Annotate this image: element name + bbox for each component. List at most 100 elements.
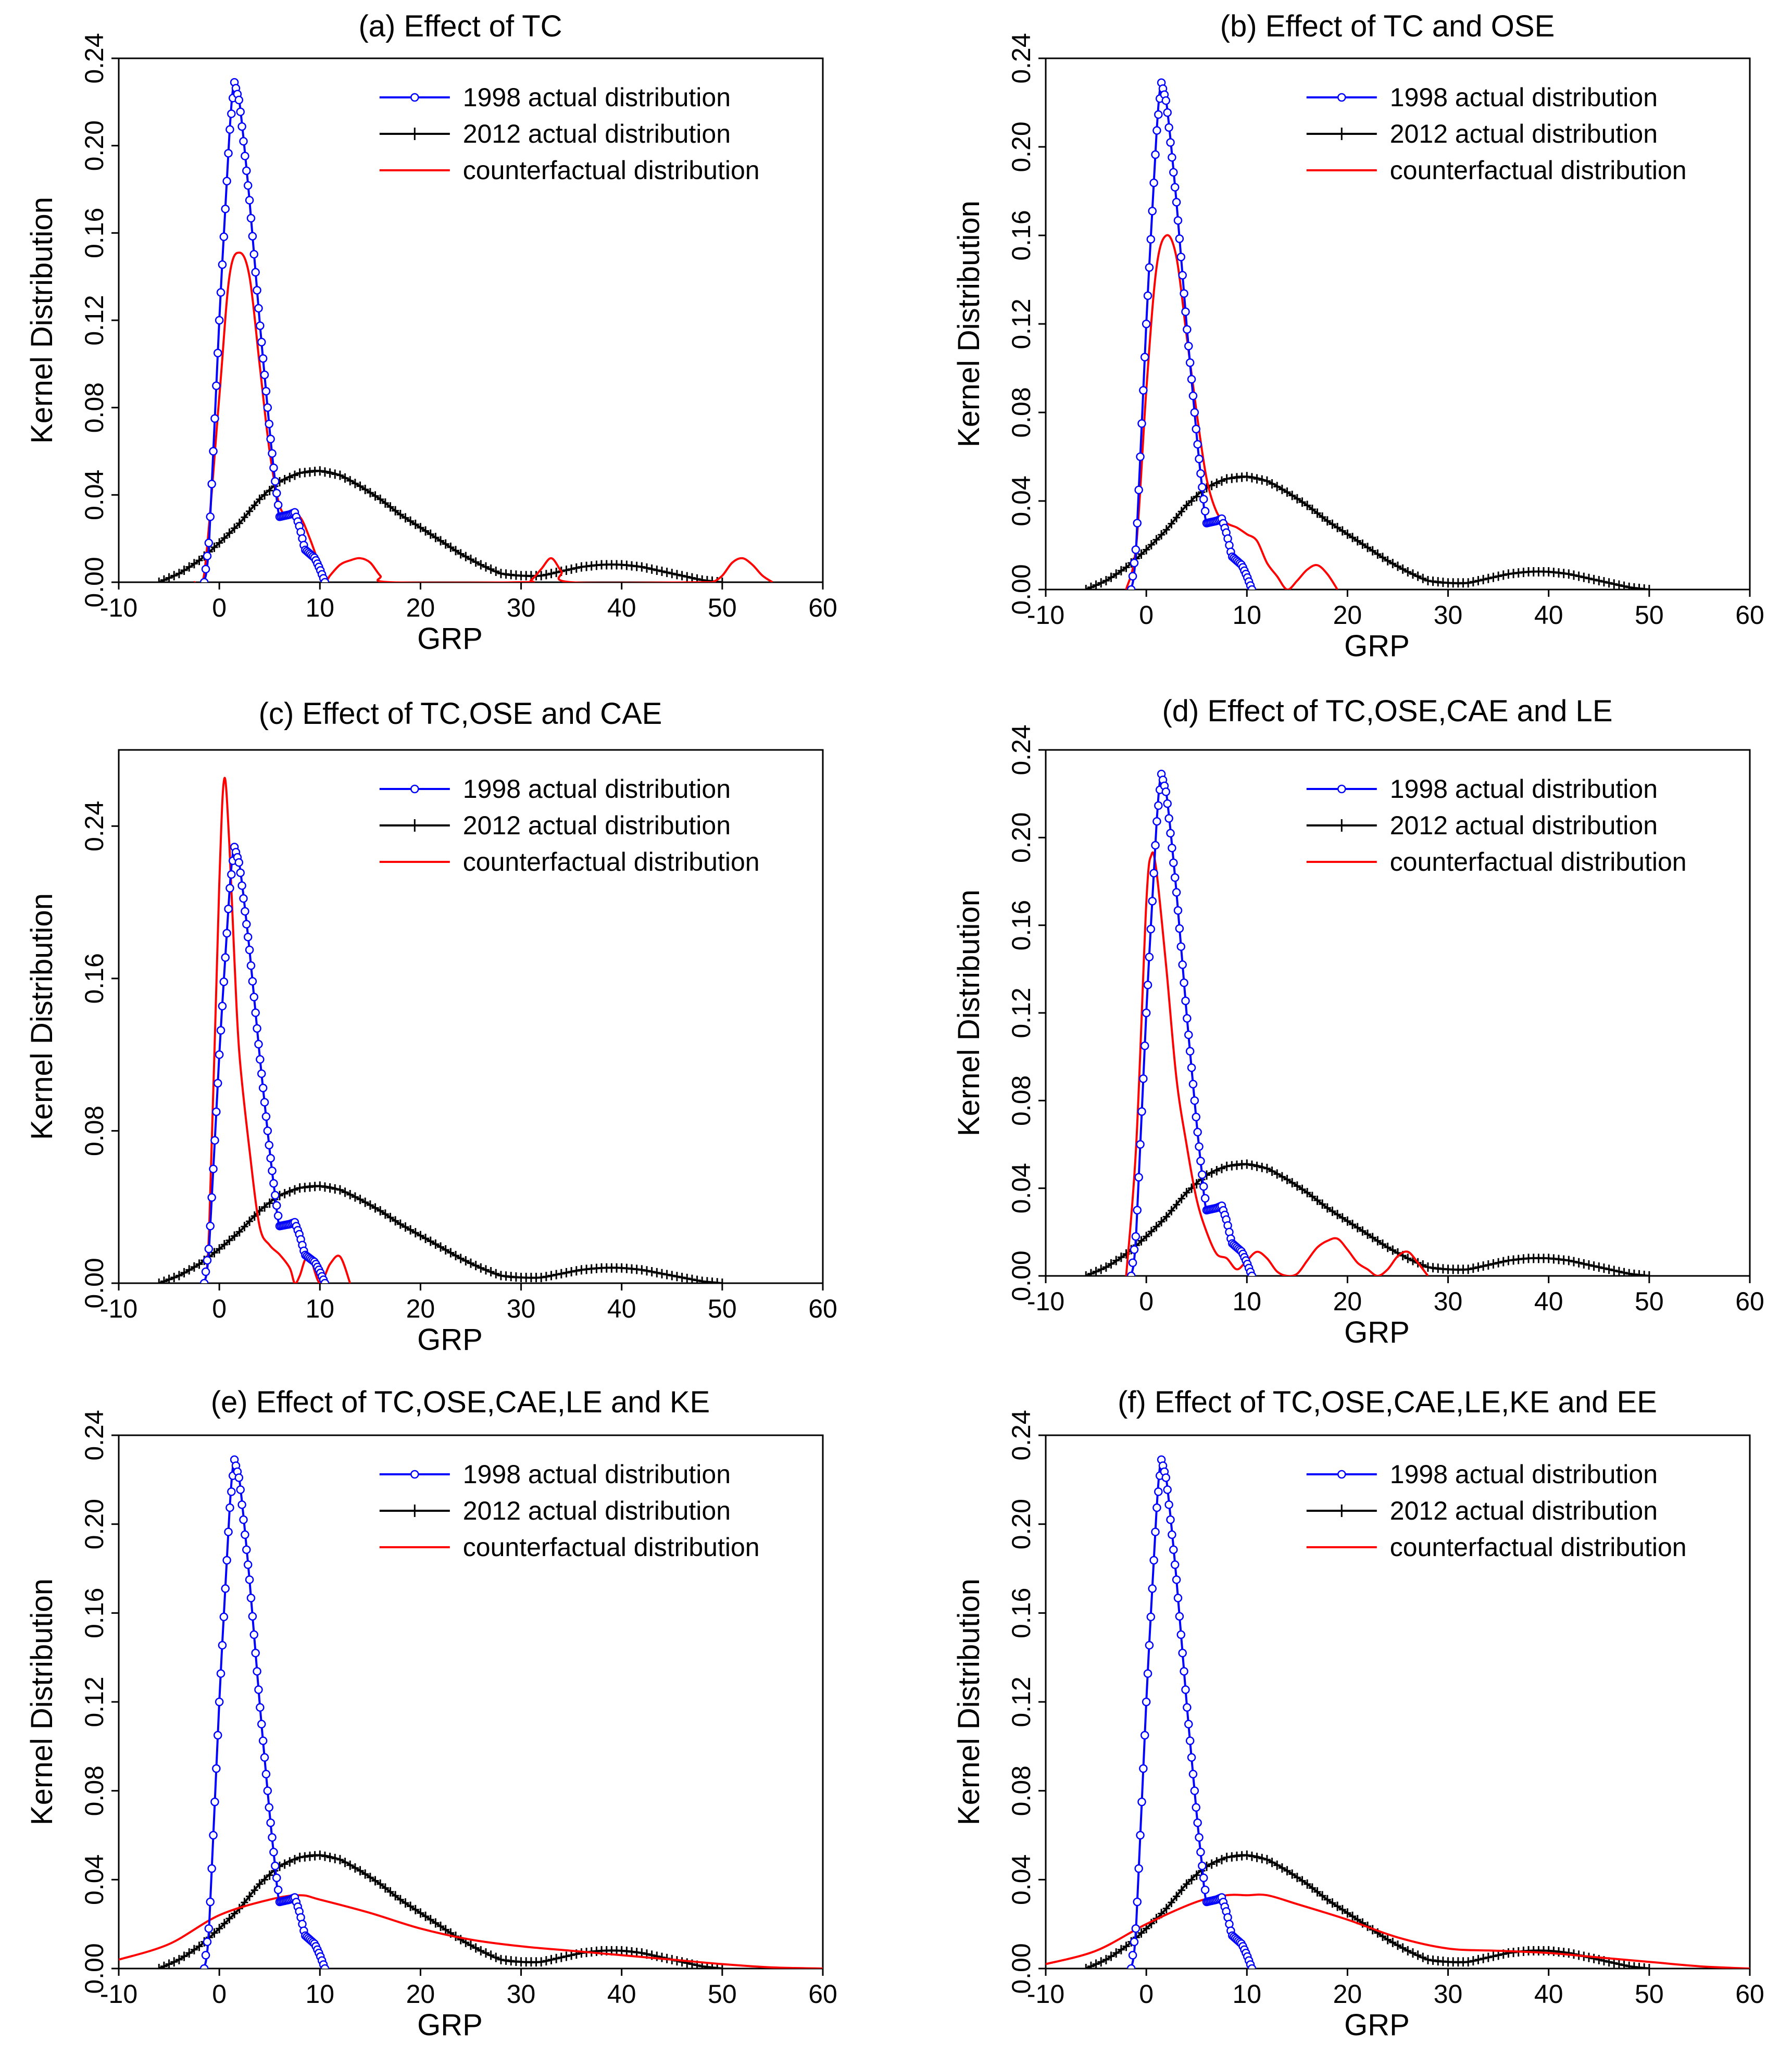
y-tick-label: 0.20 — [80, 1499, 109, 1549]
series-1998-marker — [1152, 817, 1161, 826]
series-2012-marker — [1097, 1264, 1105, 1274]
series-1998-marker — [215, 1697, 224, 1707]
series-2012-marker — [1183, 1188, 1191, 1198]
plot-area — [1046, 1455, 1750, 1969]
y-tick-label: 0.00 — [80, 557, 109, 607]
series-2012-marker — [568, 1267, 575, 1277]
series-1998-marker — [1184, 1030, 1193, 1039]
series-2012-marker — [1409, 569, 1417, 579]
series-2012-marker — [537, 1957, 545, 1967]
series-2012-marker — [210, 1248, 218, 1258]
series-1998-marker — [1146, 1612, 1156, 1622]
y-tick-label: 0.24 — [80, 801, 109, 851]
series-2012-marker — [1268, 1858, 1276, 1868]
series-1998-marker — [1175, 234, 1184, 243]
series-2012-marker — [341, 473, 349, 483]
series-2012-marker — [442, 1245, 449, 1255]
series-2012-marker — [1122, 1941, 1130, 1951]
series-2012-marker — [653, 1951, 661, 1961]
series-2012-marker — [1308, 504, 1316, 514]
series-2012-marker — [1107, 572, 1115, 582]
legend-label: counterfactual distribution — [463, 156, 760, 185]
series-1998-marker — [1142, 1697, 1151, 1707]
series-1998-marker — [258, 1083, 268, 1093]
series-1998-marker — [1161, 787, 1171, 796]
series-2012-marker — [386, 1212, 394, 1222]
series-1998-marker — [1180, 978, 1188, 987]
series-2012-marker — [1610, 579, 1618, 589]
plot-area — [1082, 78, 1653, 590]
series-1998-marker — [207, 480, 216, 488]
series-1998-marker — [237, 122, 246, 131]
plot-area — [155, 78, 773, 582]
series-2012-marker — [326, 468, 334, 478]
series-2012-marker — [1097, 578, 1105, 588]
series-1998-marker — [1180, 1667, 1188, 1676]
series-2012-marker — [1283, 487, 1291, 497]
series-1998-marker — [1196, 1157, 1205, 1165]
series-2012-marker — [402, 1898, 409, 1908]
series-1998-marker — [1145, 263, 1154, 272]
series-1998-marker — [204, 538, 214, 547]
series-2012-marker — [1615, 1267, 1623, 1276]
series-2012-marker — [1359, 1226, 1367, 1236]
series-2012-marker — [482, 562, 490, 572]
series-2012-marker — [1389, 559, 1397, 569]
series-2012-marker — [1319, 1199, 1326, 1209]
series-2012-marker — [220, 1919, 228, 1928]
series-2012-marker — [542, 1956, 550, 1966]
legend-entry: 2012 actual distribution — [1306, 1496, 1658, 1525]
series-line-1998 — [203, 1457, 326, 1969]
series-1998-marker — [201, 565, 210, 574]
y-tick-label: 0.16 — [1007, 210, 1036, 260]
series-1998-marker — [234, 858, 244, 867]
series-2012-marker — [1580, 1259, 1588, 1269]
series-2012-marker — [437, 536, 445, 546]
series-2012-marker — [1082, 1271, 1090, 1276]
legend-entry: 1998 actual distribution — [1306, 774, 1658, 804]
series-1998-marker — [213, 1079, 222, 1088]
series-1998-marker — [242, 1545, 251, 1554]
series-1998-marker — [254, 304, 263, 313]
series-2012-marker — [1177, 1194, 1185, 1204]
series-2012-marker — [568, 564, 575, 574]
series-1998-marker — [1143, 981, 1152, 989]
y-tick-label: 0.16 — [80, 953, 109, 1004]
series-2012-marker — [190, 559, 198, 569]
series-2012-marker — [1615, 1959, 1623, 1969]
series-1998-marker — [206, 1222, 215, 1231]
series-line-counterfactual — [119, 1894, 823, 1969]
series-2012-marker — [1590, 1261, 1598, 1271]
series-2012-marker — [1645, 1964, 1653, 1969]
series-2012-marker — [1610, 1958, 1618, 1968]
series-2012-marker — [427, 529, 434, 539]
series-2012-marker — [1484, 1952, 1492, 1962]
series-2012-marker — [185, 1948, 193, 1958]
series-1998-marker — [271, 477, 280, 486]
series-1998-marker — [1152, 126, 1161, 135]
series-1998-marker — [1195, 455, 1204, 463]
series-2012-marker — [572, 563, 580, 573]
series-2012-marker — [1208, 1168, 1215, 1178]
series-2012-marker — [1338, 526, 1346, 536]
legend-marker-circle — [410, 784, 419, 794]
x-tick-label: 10 — [305, 1294, 334, 1323]
series-2012-marker — [266, 485, 273, 495]
series-1998-marker — [1139, 1074, 1148, 1083]
series-2012-marker — [482, 1265, 490, 1275]
series-1998-marker — [1183, 1014, 1192, 1023]
series-2012-marker — [668, 569, 676, 579]
series-1998-marker — [199, 1964, 209, 1969]
series-2012-marker — [1419, 573, 1427, 583]
series-2012-marker — [396, 1219, 404, 1229]
series-1998-marker — [215, 316, 224, 325]
legend-label: 1998 actual distribution — [463, 774, 731, 804]
series-2012-marker — [1344, 1216, 1351, 1226]
series-2012-marker — [1499, 570, 1507, 580]
series-2012-marker — [1137, 1928, 1145, 1938]
x-tick-label: 20 — [1333, 600, 1362, 630]
legend-entry: 1998 actual distribution — [379, 1460, 731, 1489]
series-1998-marker — [1128, 572, 1137, 581]
legend-marker-plus — [410, 1505, 419, 1517]
series-1998-marker — [1188, 391, 1198, 400]
